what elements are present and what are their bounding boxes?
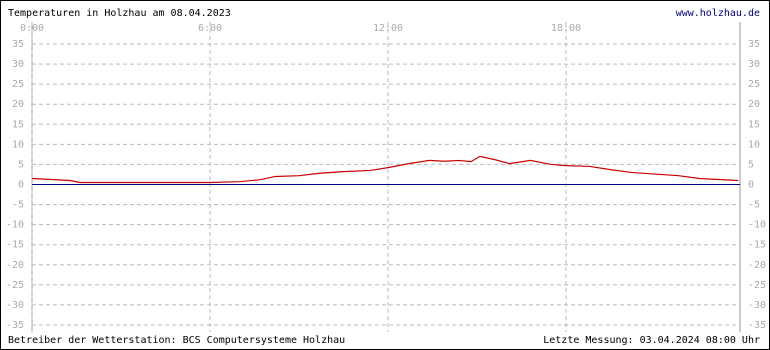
- y-tick-label-right: 35: [748, 39, 760, 50]
- y-tick-label: 20: [12, 99, 24, 110]
- y-tick-label: 25: [12, 79, 24, 90]
- y-tick-label: -5: [12, 200, 24, 211]
- y-tick-label: -35: [6, 320, 24, 331]
- x-tick-label: 6:00: [198, 23, 222, 34]
- y-tick-label-right: -35: [748, 320, 766, 331]
- x-tick-label: 0:00: [20, 23, 44, 34]
- y-tick-label-right: -10: [748, 220, 766, 231]
- footer-right: Letzte Messung: 03.04.2024 08:00 Uhr: [543, 335, 760, 346]
- y-tick-label: 10: [12, 139, 24, 150]
- y-tick-label: 15: [12, 119, 24, 130]
- y-tick-label-right: 0: [748, 180, 754, 191]
- y-tick-label: 5: [18, 159, 24, 170]
- y-tick-label-right: -15: [748, 240, 766, 251]
- y-tick-label: 0: [18, 180, 24, 191]
- site-link[interactable]: www.holzhau.de: [676, 8, 760, 19]
- chart-title: Temperaturen in Holzhau am 08.04.2023: [8, 8, 231, 19]
- y-tick-label-right: -25: [748, 280, 766, 291]
- y-tick-label-right: 30: [748, 59, 760, 70]
- y-tick-label: -15: [6, 240, 24, 251]
- y-tick-label: -30: [6, 300, 24, 311]
- y-tick-label: 30: [12, 59, 24, 70]
- y-tick-label-right: 20: [748, 99, 760, 110]
- y-tick-label-right: 15: [748, 119, 760, 130]
- y-tick-label-right: -20: [748, 260, 766, 271]
- y-tick-label: 35: [12, 39, 24, 50]
- y-tick-label: -10: [6, 220, 24, 231]
- y-tick-label-right: 5: [748, 159, 754, 170]
- x-tick-label: 18:00: [551, 23, 581, 34]
- y-tick-label: -25: [6, 280, 24, 291]
- y-tick-label-right: 10: [748, 139, 760, 150]
- temperature-line: [31, 155, 739, 184]
- y-tick-label-right: -30: [748, 300, 766, 311]
- y-tick-label-right: 25: [748, 79, 760, 90]
- footer-left: Betreiber der Wetterstation: BCS Compute…: [8, 335, 345, 346]
- x-tick-label: 12:00: [373, 23, 403, 34]
- y-tick-label-right: -5: [748, 200, 760, 211]
- y-tick-label: -20: [6, 260, 24, 271]
